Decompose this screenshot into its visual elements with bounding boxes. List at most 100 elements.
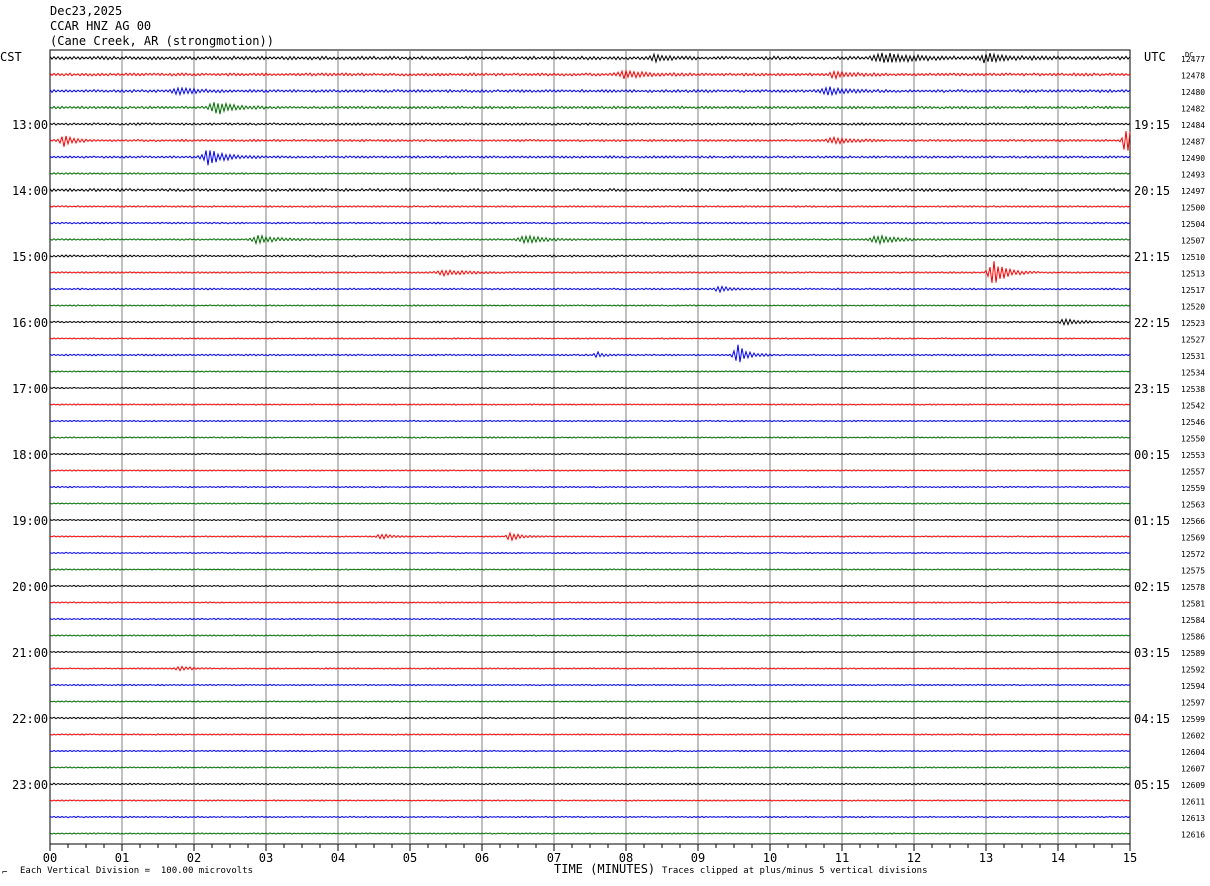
dc-offset-label: 12592 (1181, 666, 1205, 675)
dc-offset-label: 12480 (1181, 88, 1205, 97)
seismic-trace (49, 122, 1131, 126)
dc-offset-label: 12490 (1181, 154, 1205, 163)
seismic-trace (49, 403, 1131, 406)
scale-mark: ⌐ (2, 868, 8, 878)
x-tick-label: 07 (547, 851, 561, 865)
x-tick-label: 00 (43, 851, 57, 865)
x-tick-label: 10 (763, 851, 777, 865)
seismic-trace (49, 233, 1131, 246)
seismic-trace (49, 766, 1131, 769)
dc-offset-label: 12581 (1181, 600, 1205, 609)
right-hour-label: 04:15 (1134, 712, 1170, 726)
seismic-trace (49, 518, 1131, 522)
right-hour-label: 21:15 (1134, 250, 1170, 264)
dc-offset-label: 12520 (1181, 303, 1205, 312)
seismic-trace (49, 634, 1131, 637)
dc-offset-label: 12611 (1181, 798, 1205, 807)
seismic-trace (49, 601, 1131, 604)
dc-offset-label: 12504 (1181, 220, 1205, 229)
grid-lines (121, 50, 1059, 844)
left-hour-label: 23:00 (12, 778, 48, 792)
seismic-trace (49, 386, 1131, 390)
x-tick-label: 01 (115, 851, 129, 865)
left-hour-label: 18:00 (12, 448, 48, 462)
dc-offset-label: 12484 (1181, 121, 1205, 130)
dc-offset-label: 12594 (1181, 682, 1205, 691)
plot-date: Dec23,2025 (50, 4, 123, 18)
seismic-trace (49, 172, 1131, 175)
dc-offset-label: 12546 (1181, 418, 1205, 427)
dc-offset-label: 12578 (1181, 583, 1205, 592)
dc-offset-label: 12586 (1181, 633, 1205, 642)
right-hour-label: 05:15 (1134, 778, 1170, 792)
x-axis-title: TIME (MINUTES) (554, 862, 656, 876)
seismic-trace (49, 650, 1131, 654)
dc-offset-label: 12542 (1181, 402, 1205, 411)
left-hour-label: 13:00 (12, 118, 48, 132)
seismic-trace (49, 782, 1131, 786)
station-id: CCAR HNZ AG 00 (50, 19, 152, 33)
dc-offset-label: 12497 (1181, 187, 1205, 196)
left-hour-label: 21:00 (12, 646, 48, 660)
dc-offset-label: 12607 (1181, 765, 1205, 774)
seismic-trace (49, 531, 1131, 542)
seismic-trace (49, 617, 1131, 621)
right-hour-label: 03:15 (1134, 646, 1170, 660)
dc-offset-label: 12613 (1181, 814, 1205, 823)
seismic-traces (49, 52, 1131, 835)
seismic-trace (49, 68, 1131, 81)
left-hour-label: 15:00 (12, 250, 48, 264)
seismic-trace (49, 551, 1131, 555)
left-hour-label: 16:00 (12, 316, 48, 330)
x-tick-label: 08 (619, 851, 633, 865)
seismic-trace (49, 436, 1131, 439)
seismic-trace (49, 285, 1131, 294)
seismic-trace (49, 683, 1131, 687)
dc-offset-label: 12553 (1181, 451, 1205, 460)
seismic-trace (49, 419, 1131, 423)
dc-offset-label: 12493 (1181, 171, 1205, 180)
seismic-trace (49, 832, 1131, 835)
dc-offset-label: 12604 (1181, 748, 1205, 757)
dc-offset-label: 12569 (1181, 534, 1205, 543)
seismic-trace (49, 799, 1131, 802)
right-hour-label: 01:15 (1134, 514, 1170, 528)
seismic-trace (49, 150, 1131, 166)
dc-offset-label: 12507 (1181, 237, 1205, 246)
seismic-trace (49, 101, 1131, 115)
seismic-trace (49, 733, 1131, 736)
dc-offset-label: 12575 (1181, 567, 1205, 576)
dc-offset-label: 12609 (1181, 781, 1205, 790)
seismic-trace (49, 716, 1131, 720)
x-tick-label: 04 (331, 851, 345, 865)
dc-offset-label: 12477 (1181, 55, 1205, 64)
left-hour-label: 20:00 (12, 580, 48, 594)
dc-offset-label: 12563 (1181, 501, 1205, 510)
x-tick-label: 13 (979, 851, 993, 865)
seismic-trace (49, 584, 1131, 588)
dc-offset-label: 12616 (1181, 831, 1205, 840)
seismic-trace (49, 370, 1131, 373)
hour-labels: 12477 12478 12480 12482 12484 12487 12490 12493… (12, 55, 1205, 840)
dc-offset-label: 12531 (1181, 352, 1205, 361)
seismic-trace (49, 452, 1131, 456)
seismic-trace (49, 485, 1131, 489)
dc-offset-label: 12523 (1181, 319, 1205, 328)
seismic-trace (49, 261, 1131, 284)
x-tick-label: 03 (259, 851, 273, 865)
seismic-trace (49, 749, 1131, 753)
left-hour-label: 22:00 (12, 712, 48, 726)
left-hour-label: 14:00 (12, 184, 48, 198)
right-hour-label: 22:15 (1134, 316, 1170, 330)
right-hour-label: 19:15 (1134, 118, 1170, 132)
dc-offset-label: 12510 (1181, 253, 1205, 262)
seismic-trace (49, 665, 1131, 672)
seismic-trace (49, 221, 1131, 225)
time-axis: 00 01 02 03 04 05 06 07 08 09 10 11 12 13 14 15 (43, 844, 1137, 865)
right-timezone-label: UTC (1144, 50, 1166, 64)
dc-offset-label: 12538 (1181, 385, 1205, 394)
seismic-trace (49, 469, 1131, 472)
x-tick-label: 09 (691, 851, 705, 865)
x-tick-label: 02 (187, 851, 201, 865)
